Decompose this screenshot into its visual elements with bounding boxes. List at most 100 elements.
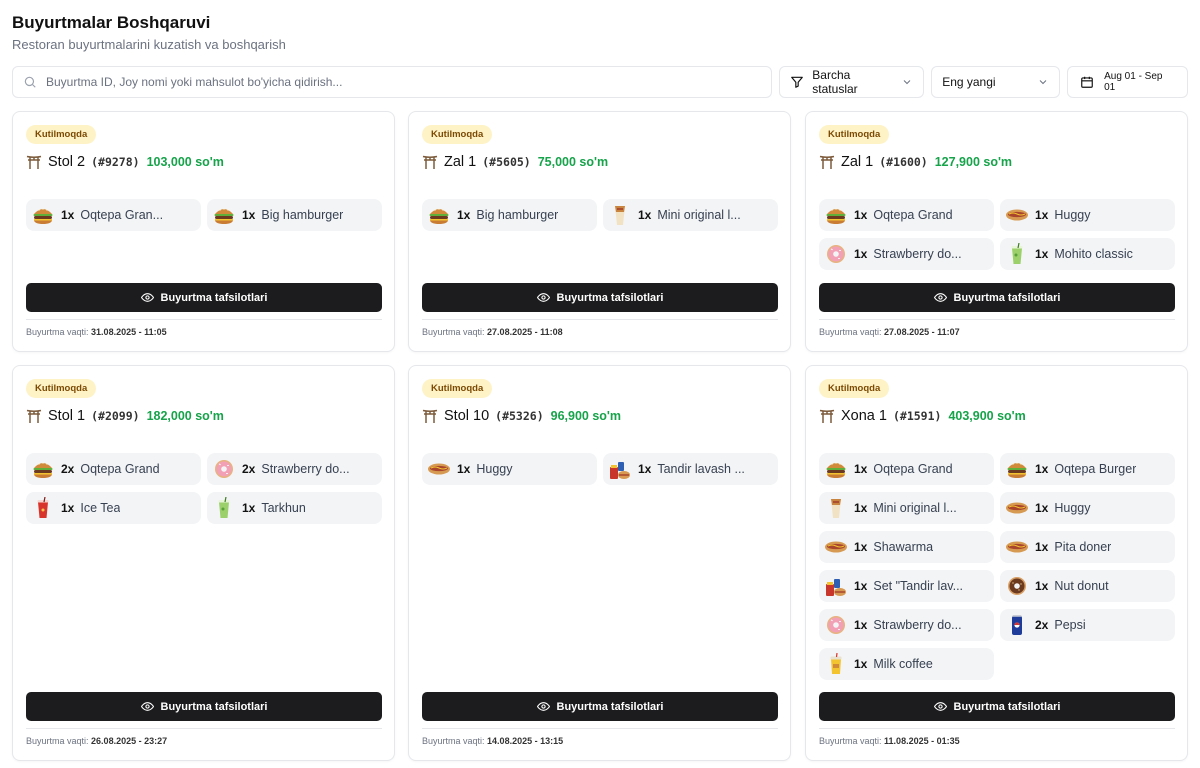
item-quantity: 1x bbox=[1035, 462, 1049, 476]
order-item[interactable]: 1x Milk coffee bbox=[819, 648, 994, 680]
donut-pink-icon bbox=[212, 457, 236, 481]
order-item[interactable]: 1x Tarkhun bbox=[207, 492, 382, 524]
sort-dropdown[interactable]: Eng yangi bbox=[931, 66, 1061, 98]
order-time-value: 14.08.2025 - 13:15 bbox=[487, 736, 564, 746]
torii-gate-icon bbox=[819, 408, 835, 424]
eye-icon bbox=[140, 291, 154, 304]
order-time-value: 26.08.2025 - 23:27 bbox=[91, 736, 168, 746]
divider bbox=[819, 319, 1175, 320]
order-item[interactable]: 1x Big hamburger bbox=[207, 199, 382, 231]
order-items-list: 1x Oqtepa Gran... 1x Big hamburger bbox=[26, 199, 382, 231]
item-name: Big hamburger bbox=[476, 208, 559, 222]
order-details-button[interactable]: Buyurtma tafsilotlari bbox=[26, 283, 382, 312]
burger-icon bbox=[1005, 457, 1029, 481]
toolbar: Barcha statuslar Eng yangi Aug 01 - Sep … bbox=[12, 66, 1188, 98]
order-item[interactable]: 2x Oqtepa Grand bbox=[26, 453, 201, 485]
order-item[interactable]: 2x Strawberry do... bbox=[207, 453, 382, 485]
order-item[interactable]: 1x Tandir lavash ... bbox=[603, 453, 778, 485]
item-quantity: 1x bbox=[854, 247, 868, 261]
wrap-icon bbox=[608, 203, 632, 227]
item-quantity: 1x bbox=[457, 208, 471, 222]
status-filter-dropdown[interactable]: Barcha statuslar bbox=[779, 66, 925, 98]
eye-icon bbox=[536, 700, 550, 713]
order-item[interactable]: 1x Oqtepa Grand bbox=[819, 453, 994, 485]
order-item[interactable]: 1x Ice Tea bbox=[26, 492, 201, 524]
order-title: Stol 1 (#2099) 182,000 so'm bbox=[26, 406, 224, 426]
order-item[interactable]: 1x Oqtepa Burger bbox=[1000, 453, 1175, 485]
hotdog-icon bbox=[1005, 535, 1029, 559]
order-item[interactable]: 1x Mohito classic bbox=[1000, 238, 1175, 270]
hotdog-icon bbox=[824, 535, 848, 559]
order-items-list: 1x Big hamburger 1x Mini original l... bbox=[422, 199, 778, 231]
order-id: (#1591) bbox=[892, 409, 942, 423]
item-name: Oqtepa Grand bbox=[80, 462, 160, 476]
order-details-label: Buyurtma tafsilotlari bbox=[953, 291, 1061, 304]
search-box[interactable] bbox=[12, 66, 773, 98]
page-title: Buyurtmalar Boshqaruvi bbox=[12, 13, 211, 32]
set-icon bbox=[608, 457, 632, 481]
item-name: Huggy bbox=[1054, 501, 1091, 515]
divider bbox=[819, 728, 1175, 729]
order-total: 182,000 so'm bbox=[146, 409, 224, 423]
item-quantity: 1x bbox=[61, 501, 75, 515]
order-card: Kutilmoqda Stol 10 (#5326) 96,900 so'm 1… bbox=[408, 365, 791, 761]
date-range-picker[interactable]: Aug 01 - Sep 01 bbox=[1067, 66, 1188, 98]
order-details-button[interactable]: Buyurtma tafsilotlari bbox=[819, 692, 1175, 721]
hotdog-icon bbox=[1005, 203, 1029, 227]
order-item[interactable]: 1x Shawarma bbox=[819, 531, 994, 563]
order-details-label: Buyurtma tafsilotlari bbox=[953, 700, 1061, 713]
item-name: Nut donut bbox=[1054, 579, 1109, 593]
can-blue-icon bbox=[1005, 613, 1029, 637]
table-name: Stol 10 bbox=[444, 408, 490, 424]
order-item[interactable]: 1x Huggy bbox=[1000, 492, 1175, 524]
order-time-label: Buyurtma vaqti: bbox=[422, 736, 485, 746]
filter-icon bbox=[790, 75, 804, 89]
order-title: Zal 1 (#1600) 127,900 so'm bbox=[819, 152, 1012, 172]
order-card: Kutilmoqda Xona 1 (#1591) 403,900 so'm 1… bbox=[805, 365, 1188, 761]
order-item[interactable]: 2x Pepsi bbox=[1000, 609, 1175, 641]
order-time-value: 27.08.2025 - 11:08 bbox=[487, 327, 563, 337]
order-card: Kutilmoqda Stol 1 (#2099) 182,000 so'm 2… bbox=[12, 365, 395, 761]
order-time-label: Buyurtma vaqti: bbox=[26, 327, 89, 337]
order-total: 96,900 so'm bbox=[550, 409, 622, 423]
order-items-list: 2x Oqtepa Grand 2x Strawberry do... 1x I… bbox=[26, 453, 382, 524]
order-card: Kutilmoqda Zal 1 (#1600) 127,900 so'm 1x… bbox=[805, 111, 1188, 352]
order-item[interactable]: 1x Nut donut bbox=[1000, 570, 1175, 602]
status-badge: Kutilmoqda bbox=[422, 379, 493, 398]
item-name: Set "Tandir lav... bbox=[873, 579, 964, 593]
table-name: Zal 1 bbox=[841, 154, 874, 170]
page-header: Buyurtmalar Boshqaruvi Restoran buyurtma… bbox=[12, 12, 286, 53]
order-item[interactable]: 1x Big hamburger bbox=[422, 199, 597, 231]
order-item[interactable]: 1x Mini original l... bbox=[819, 492, 994, 524]
order-details-button[interactable]: Buyurtma tafsilotlari bbox=[422, 692, 778, 721]
torii-gate-icon bbox=[422, 154, 438, 170]
order-item[interactable]: 1x Set "Tandir lav... bbox=[819, 570, 994, 602]
torii-gate-icon bbox=[422, 408, 438, 424]
order-item[interactable]: 1x Mini original l... bbox=[603, 199, 778, 231]
order-details-button[interactable]: Buyurtma tafsilotlari bbox=[422, 283, 778, 312]
order-details-button[interactable]: Buyurtma tafsilotlari bbox=[26, 692, 382, 721]
order-item[interactable]: 1x Oqtepa Grand bbox=[819, 199, 994, 231]
order-item[interactable]: 1x Oqtepa Gran... bbox=[26, 199, 201, 231]
item-quantity: 1x bbox=[854, 579, 868, 593]
item-quantity: 1x bbox=[854, 618, 868, 632]
item-quantity: 2x bbox=[1035, 618, 1049, 632]
burger-icon bbox=[824, 457, 848, 481]
order-item[interactable]: 1x Strawberry do... bbox=[819, 609, 994, 641]
order-item[interactable]: 1x Huggy bbox=[1000, 199, 1175, 231]
torii-gate-icon bbox=[819, 154, 835, 170]
order-time: Buyurtma vaqti: 14.08.2025 - 13:15 bbox=[422, 736, 563, 746]
order-details-button[interactable]: Buyurtma tafsilotlari bbox=[819, 283, 1175, 312]
order-card: Kutilmoqda Zal 1 (#5605) 75,000 so'm 1x … bbox=[408, 111, 791, 352]
order-title: Zal 1 (#5605) 75,000 so'm bbox=[422, 152, 608, 172]
search-input[interactable] bbox=[46, 75, 772, 89]
donut-brown-icon bbox=[1005, 574, 1029, 598]
burger-icon bbox=[212, 203, 236, 227]
order-total: 127,900 so'm bbox=[934, 155, 1013, 169]
order-details-label: Buyurtma tafsilotlari bbox=[556, 700, 664, 713]
order-item[interactable]: 1x Strawberry do... bbox=[819, 238, 994, 270]
order-item[interactable]: 1x Huggy bbox=[422, 453, 597, 485]
item-quantity: 1x bbox=[854, 208, 868, 222]
order-item[interactable]: 1x Pita doner bbox=[1000, 531, 1175, 563]
burger-icon bbox=[31, 203, 55, 227]
